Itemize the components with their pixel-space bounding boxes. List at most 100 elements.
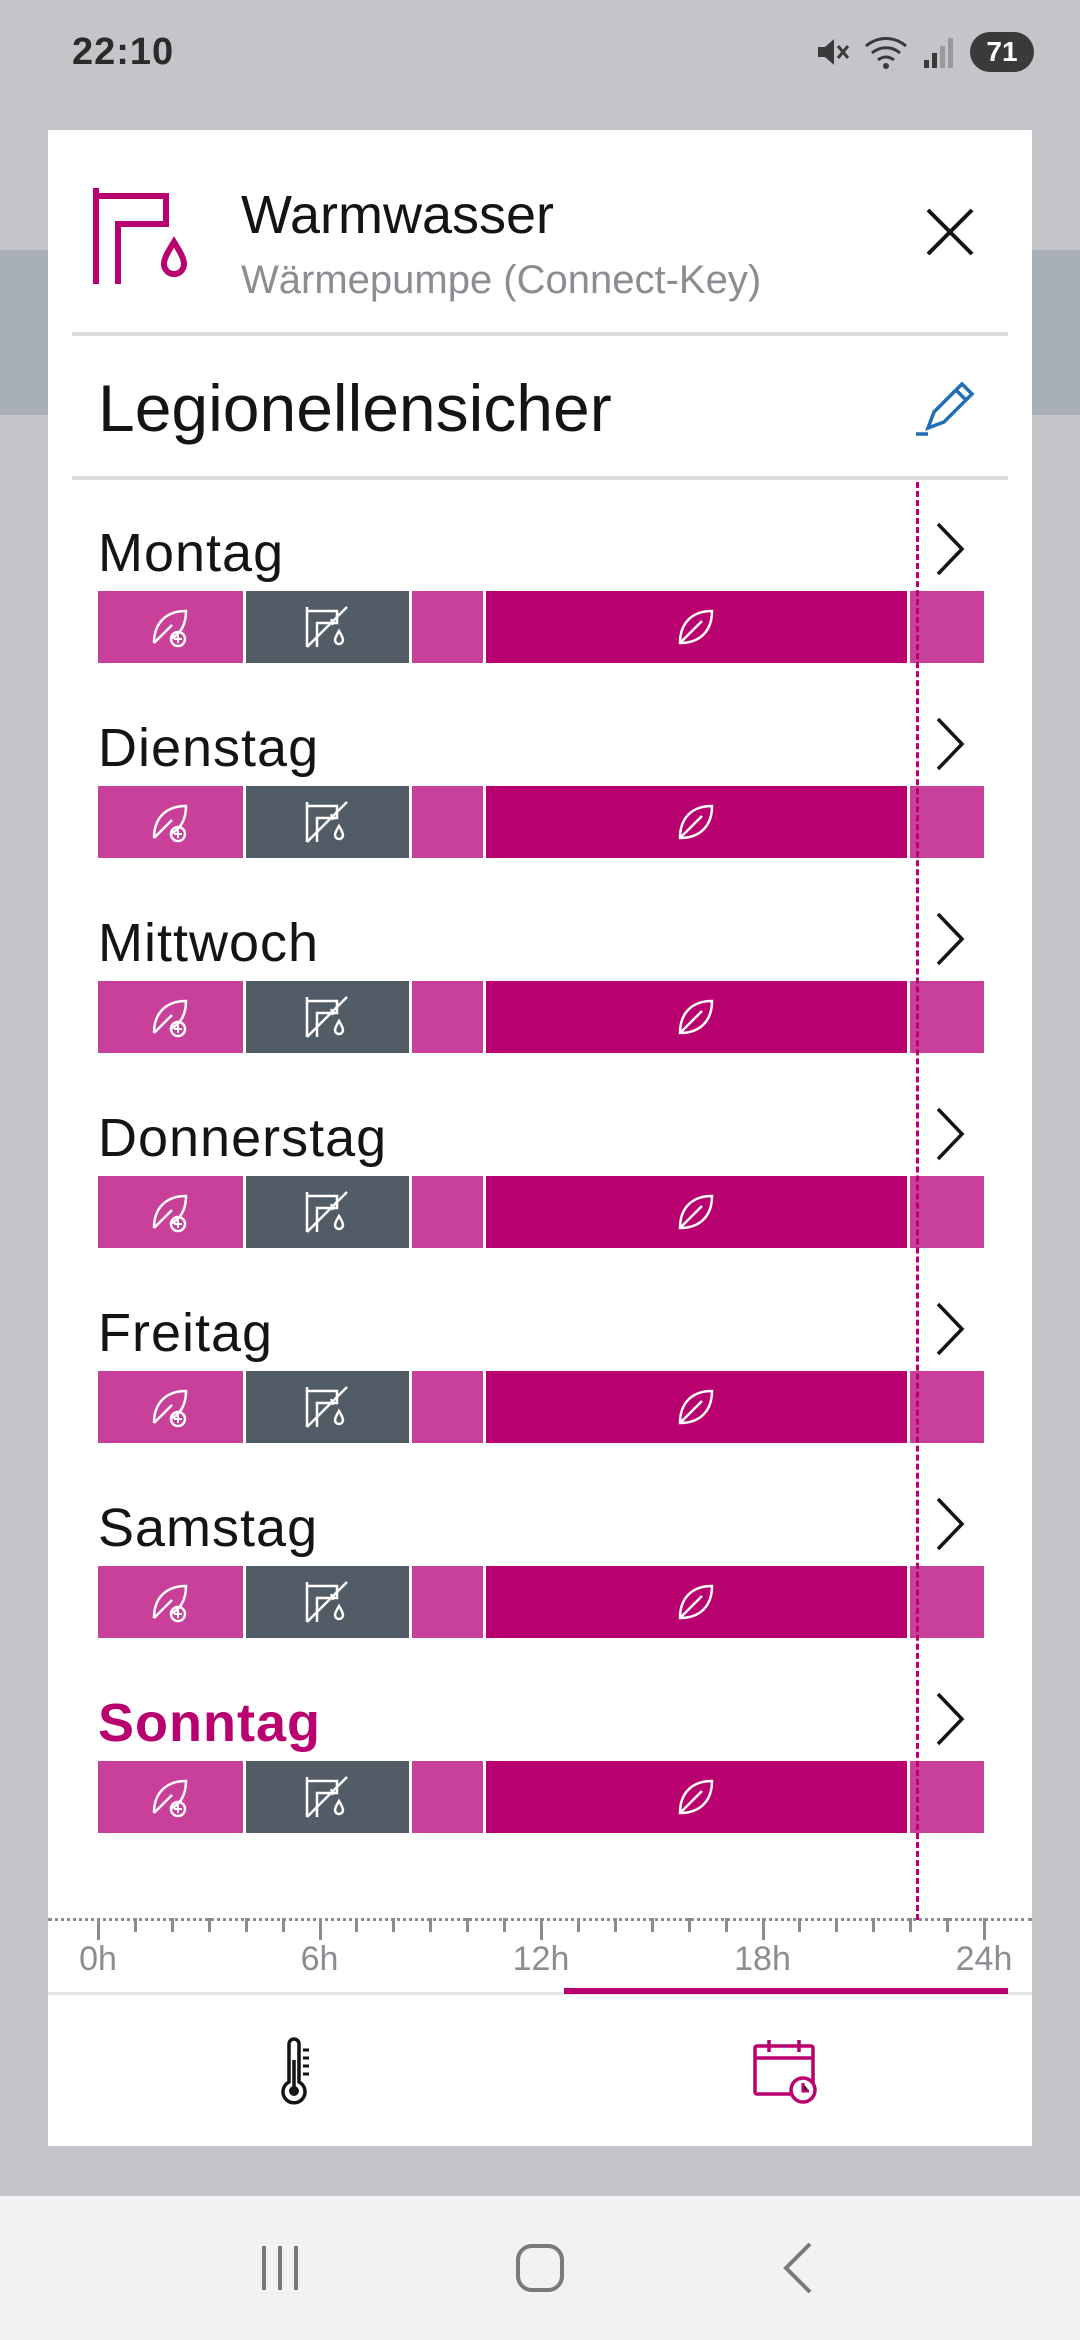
day-row-sonntag[interactable]: Sonntag <box>48 1652 1032 1847</box>
faucet-icon <box>93 188 188 284</box>
leaf-plus-icon <box>153 1779 188 1818</box>
time-axis: 0h 6h 12h 18h 24h <box>48 1910 1032 2000</box>
axis-tick <box>724 1918 728 1932</box>
axis-tick <box>170 1918 174 1932</box>
faucet-off-icon <box>305 1776 349 1818</box>
axis-tick <box>835 1918 839 1932</box>
day-row-dienstag[interactable]: Dienstag <box>48 677 1032 872</box>
status-time: 22:10 <box>72 30 175 73</box>
axis-tick <box>355 1918 359 1932</box>
schedule-segment-comfort <box>411 1566 483 1638</box>
recent-apps-icon <box>262 2246 298 2290</box>
axis-label: 0h <box>79 1940 117 1978</box>
schedule-segment-eco <box>485 1371 908 1443</box>
axis-tick <box>687 1918 691 1932</box>
schedule-segment-comfort <box>910 591 984 663</box>
schedule-segment-eco-plus <box>98 981 243 1053</box>
leaf-plus-icon <box>153 804 188 843</box>
schedule-segment-legionella <box>245 1176 409 1248</box>
schedule-segment-comfort <box>910 786 984 858</box>
schedule-segment-legionella <box>245 1761 409 1833</box>
chevron-right-icon[interactable] <box>930 1690 970 1748</box>
faucet-off-icon <box>305 996 349 1038</box>
axis-tick <box>540 1918 543 1940</box>
day-label: Freitag <box>98 1303 274 1363</box>
axis-tick <box>281 1918 285 1932</box>
status-bar: 22:10 71 <box>0 0 1080 104</box>
dialog-title: Warmwasser <box>241 185 555 245</box>
faucet-off-icon <box>305 1191 349 1233</box>
day-row-samstag[interactable]: Samstag <box>48 1457 1032 1652</box>
leaf-icon <box>679 999 714 1035</box>
chevron-right-icon[interactable] <box>930 1105 970 1163</box>
wifi-icon <box>865 37 907 69</box>
tab-temperature[interactable] <box>48 1996 540 2146</box>
day-row-montag[interactable]: Montag <box>48 482 1032 677</box>
schedule-segment-eco-plus <box>98 786 243 858</box>
faucet-off-icon <box>305 1386 349 1428</box>
axis-label: 24h <box>955 1940 1013 1978</box>
mute-icon <box>818 39 850 65</box>
dialog-header: Warmwasser Wärmepumpe (Connect-Key) <box>48 130 1032 336</box>
thermometer-icon <box>281 2037 309 2105</box>
axis-tick <box>650 1918 654 1932</box>
schedule-segment-comfort <box>411 1761 483 1833</box>
axis-label: 18h <box>734 1940 791 1978</box>
axis-tick <box>983 1918 986 1940</box>
day-row-donnerstag[interactable]: Donnerstag <box>48 1067 1032 1262</box>
recent-apps-button[interactable] <box>235 2223 325 2313</box>
schedule-segment-eco <box>485 786 908 858</box>
battery-indicator: 71 <box>970 32 1034 72</box>
back-button[interactable] <box>755 2223 845 2313</box>
close-icon[interactable] <box>918 200 982 264</box>
schedule-dialog: Warmwasser Wärmepumpe (Connect-Key) Legi… <box>48 130 1032 2146</box>
signal-icon <box>924 38 953 68</box>
axis-tick <box>318 1918 322 1940</box>
leaf-icon <box>679 1779 714 1815</box>
day-row-mittwoch[interactable]: Mittwoch <box>48 872 1032 1067</box>
axis-tick <box>909 1918 913 1932</box>
leaf-plus-icon <box>153 1194 188 1233</box>
chevron-right-icon[interactable] <box>930 715 970 773</box>
schedule-segment-eco-plus <box>98 591 243 663</box>
divider <box>72 332 1008 336</box>
leaf-icon <box>679 804 714 840</box>
day-label: Samstag <box>98 1498 319 1558</box>
leaf-plus-icon <box>153 609 188 648</box>
day-row-freitag[interactable]: Freitag <box>48 1262 1032 1457</box>
schedule-segment-eco-plus <box>98 1371 243 1443</box>
day-schedule-bar <box>98 1371 984 1443</box>
day-label: Donnerstag <box>98 1108 388 1168</box>
axis-tick <box>392 1918 396 1932</box>
schedule-segment-comfort <box>910 1566 984 1638</box>
tab-schedule[interactable] <box>540 1996 1032 2146</box>
divider <box>48 1992 1032 1995</box>
faucet-off-icon <box>305 801 349 843</box>
divider <box>72 476 1008 480</box>
chevron-right-icon[interactable] <box>930 1495 970 1553</box>
schedule-segment-eco <box>485 1176 908 1248</box>
axis-tick <box>466 1918 470 1932</box>
schedule-segment-comfort <box>910 1761 984 1833</box>
axis-tick <box>761 1918 765 1940</box>
home-button[interactable] <box>495 2223 585 2313</box>
day-label: Montag <box>98 523 285 583</box>
axis-tick <box>798 1918 802 1932</box>
chevron-right-icon[interactable] <box>930 910 970 968</box>
schedule-segment-comfort <box>910 1371 984 1443</box>
faucet-off-icon <box>305 606 349 648</box>
axis-tick <box>244 1918 248 1932</box>
leaf-icon <box>679 1584 714 1620</box>
leaf-plus-icon <box>153 1389 188 1428</box>
chevron-right-icon[interactable] <box>930 520 970 578</box>
chevron-right-icon[interactable] <box>930 1300 970 1358</box>
leaf-icon <box>679 609 714 645</box>
axis-tick <box>576 1918 580 1932</box>
schedule-segment-comfort <box>411 981 483 1053</box>
schedule-segment-legionella <box>245 981 409 1053</box>
edit-pencil-icon[interactable] <box>914 378 982 446</box>
schedule-segment-legionella <box>245 1371 409 1443</box>
schedule-segment-legionella <box>245 1566 409 1638</box>
schedule-segment-comfort <box>411 591 483 663</box>
program-row: Legionellensicher <box>48 340 1032 486</box>
